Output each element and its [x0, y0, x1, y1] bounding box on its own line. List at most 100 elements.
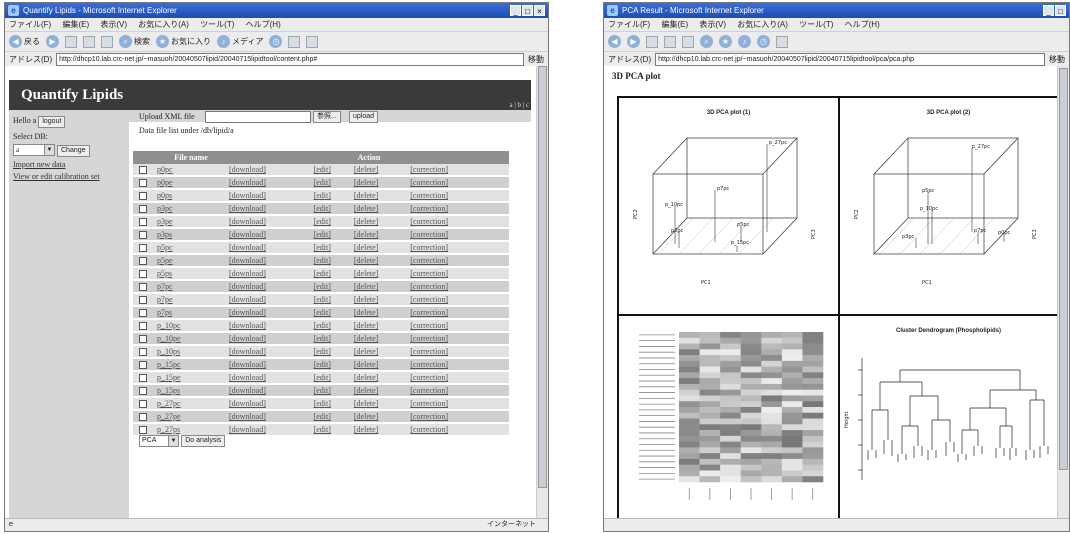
minimize-button[interactable]: _	[1043, 5, 1054, 16]
stop-icon[interactable]	[646, 35, 658, 48]
delete-link[interactable]: [delete]	[353, 256, 379, 265]
delete-link[interactable]: [delete]	[353, 230, 379, 239]
row-checkbox[interactable]	[139, 426, 147, 435]
download-link[interactable]: [download]	[229, 269, 266, 278]
file-name-link[interactable]: p5pc	[157, 243, 173, 252]
correction-link[interactable]: [correction]	[410, 269, 449, 278]
download-link[interactable]: [download]	[229, 308, 266, 317]
edit-link[interactable]: [edit]	[313, 165, 331, 174]
header-links[interactable]: a | b | c	[509, 101, 529, 109]
correction-link[interactable]: [correction]	[410, 230, 449, 239]
media-icon[interactable]: ♪	[738, 35, 751, 48]
correction-link[interactable]: [correction]	[410, 217, 449, 226]
close-button[interactable]: ×	[534, 5, 545, 16]
forward-icon[interactable]: ▶	[46, 35, 59, 48]
delete-link[interactable]: [delete]	[353, 347, 379, 356]
edit-link[interactable]: [edit]	[313, 295, 331, 304]
download-link[interactable]: [download]	[229, 230, 266, 239]
correction-link[interactable]: [correction]	[410, 321, 449, 330]
db-select[interactable]: a ▼	[13, 144, 55, 156]
delete-link[interactable]: [delete]	[353, 204, 379, 213]
row-checkbox[interactable]	[139, 179, 147, 188]
edit-link[interactable]: [edit]	[313, 282, 331, 291]
menu-help[interactable]: ヘルプ(H)	[844, 20, 880, 29]
maximize-button[interactable]: □	[522, 5, 533, 16]
upload-button[interactable]: upload	[349, 111, 379, 123]
menu-help[interactable]: ヘルプ(H)	[245, 20, 281, 29]
row-checkbox[interactable]	[139, 309, 147, 318]
correction-link[interactable]: [correction]	[410, 178, 449, 187]
row-checkbox[interactable]	[139, 218, 147, 227]
file-name-link[interactable]: p5ps	[157, 269, 173, 278]
row-checkbox[interactable]	[139, 374, 147, 383]
download-link[interactable]: [download]	[229, 282, 266, 291]
download-link[interactable]: [download]	[229, 373, 266, 382]
history-icon[interactable]: ◷	[757, 35, 770, 48]
delete-link[interactable]: [delete]	[353, 178, 379, 187]
correction-link[interactable]: [correction]	[410, 204, 449, 213]
address-input[interactable]: http://dhcp10.lab.crc-net.jp/~masuoh/200…	[56, 53, 524, 66]
edit-link[interactable]: [edit]	[313, 386, 331, 395]
logout-button[interactable]: logout	[38, 116, 66, 128]
delete-link[interactable]: [delete]	[353, 269, 379, 278]
download-link[interactable]: [download]	[229, 412, 266, 421]
row-checkbox[interactable]	[139, 322, 147, 331]
file-name-link[interactable]: p_15ps	[157, 386, 181, 395]
menu-file[interactable]: ファイル(F)	[9, 20, 52, 29]
favorites-button[interactable]: ★ お気に入り	[156, 35, 211, 48]
download-link[interactable]: [download]	[229, 217, 266, 226]
download-link[interactable]: [download]	[229, 204, 266, 213]
correction-link[interactable]: [correction]	[410, 165, 449, 174]
analysis-select[interactable]: PCA ▼	[139, 435, 179, 447]
edit-link[interactable]: [edit]	[313, 412, 331, 421]
calibration-link[interactable]: View or edit calibration set	[13, 172, 100, 181]
file-name-link[interactable]: p_27pe	[157, 412, 181, 421]
forward-icon[interactable]: ▶	[627, 35, 640, 48]
media-button[interactable]: ♪ メディア	[217, 35, 263, 48]
row-checkbox[interactable]	[139, 335, 147, 344]
go-button[interactable]: 移動	[1049, 55, 1065, 64]
correction-link[interactable]: [correction]	[410, 295, 449, 304]
menu-tools[interactable]: ツール(T)	[200, 20, 235, 29]
edit-link[interactable]: [edit]	[313, 399, 331, 408]
star-icon[interactable]: ★	[719, 35, 732, 48]
file-name-link[interactable]: p0pe	[157, 178, 173, 187]
vertical-scrollbar[interactable]	[536, 66, 548, 518]
delete-link[interactable]: [delete]	[353, 308, 379, 317]
delete-link[interactable]: [delete]	[353, 165, 379, 174]
minimize-button[interactable]: _	[510, 5, 521, 16]
edit-link[interactable]: [edit]	[313, 243, 331, 252]
correction-link[interactable]: [correction]	[410, 373, 449, 382]
row-checkbox[interactable]	[139, 270, 147, 279]
row-checkbox[interactable]	[139, 387, 147, 396]
back-arrow-icon[interactable]: ◀	[608, 35, 621, 48]
go-button[interactable]: 移動	[528, 55, 544, 64]
correction-link[interactable]: [correction]	[410, 282, 449, 291]
row-checkbox[interactable]	[139, 192, 147, 201]
download-link[interactable]: [download]	[229, 360, 266, 369]
row-checkbox[interactable]	[139, 231, 147, 240]
edit-link[interactable]: [edit]	[313, 347, 331, 356]
edit-link[interactable]: [edit]	[313, 425, 331, 434]
menu-favorites[interactable]: お気に入り(A)	[138, 20, 189, 29]
download-link[interactable]: [download]	[229, 243, 266, 252]
address-input[interactable]: http://dhcp10.lab.crc-net.jp/~masuoh/200…	[655, 53, 1045, 66]
vertical-scrollbar[interactable]	[1057, 66, 1069, 518]
download-link[interactable]: [download]	[229, 399, 266, 408]
file-name-link[interactable]: p3ps	[157, 230, 173, 239]
download-link[interactable]: [download]	[229, 191, 266, 200]
window-titlebar[interactable]: e PCA Result - Microsoft Internet Explor…	[604, 3, 1069, 18]
edit-link[interactable]: [edit]	[313, 191, 331, 200]
change-button[interactable]: Change	[57, 145, 90, 157]
history-icon[interactable]: ◷	[269, 35, 283, 48]
correction-link[interactable]: [correction]	[410, 347, 449, 356]
scrollbar-thumb[interactable]	[1059, 68, 1068, 470]
row-checkbox[interactable]	[139, 296, 147, 305]
delete-link[interactable]: [delete]	[353, 321, 379, 330]
edit-link[interactable]: [edit]	[313, 178, 331, 187]
row-checkbox[interactable]	[139, 257, 147, 266]
file-name-link[interactable]: p_27pc	[157, 399, 181, 408]
upload-file-input[interactable]	[205, 111, 311, 123]
delete-link[interactable]: [delete]	[353, 191, 379, 200]
edit-link[interactable]: [edit]	[313, 334, 331, 343]
